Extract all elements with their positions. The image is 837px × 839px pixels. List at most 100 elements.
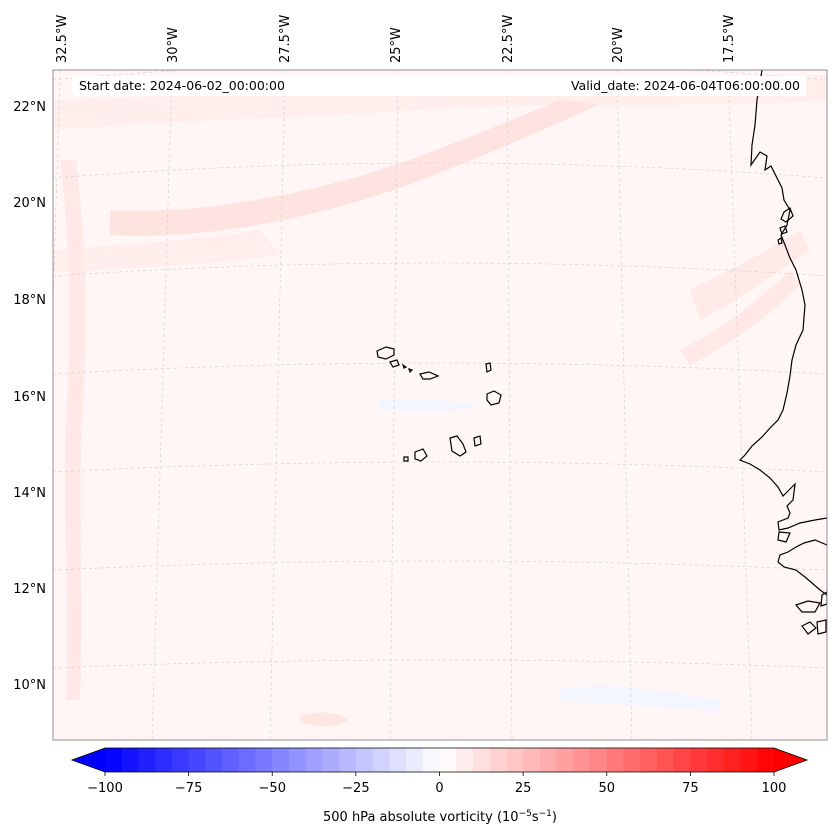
africa-coastline	[738, 70, 827, 635]
vorticity-blob	[380, 399, 480, 412]
colorbar-swatch	[222, 748, 240, 772]
vorticity-band	[110, 100, 600, 236]
colorbar-swatch	[372, 748, 390, 772]
island-maio	[473, 435, 482, 447]
colorbar-tick-label: −50	[259, 781, 286, 796]
colorbar-swatch	[138, 748, 156, 772]
colorbar-swatch	[523, 748, 541, 772]
colorbar-swatch	[406, 748, 424, 772]
longitude-labels: 32.5°W 30°W 27.5°W 25°W 22.5°W 20°W 17.5…	[55, 15, 737, 63]
vorticity-band	[680, 270, 800, 365]
start-date-label: Start date: 2024-06-02_00:00:00	[79, 78, 285, 93]
lon-label-20w: 20°W	[611, 27, 626, 63]
colorbar-swatch	[539, 748, 558, 772]
colorbar-ticks: −100 −75 −50 −25 0 25 50 75 100	[87, 772, 786, 796]
colorbar-swatch	[171, 748, 190, 772]
island-santiago	[449, 435, 467, 457]
colorbar-tick-label: 0	[435, 781, 443, 796]
colorbar-tick-label: −75	[175, 781, 202, 796]
lon-label-30w: 30°W	[166, 27, 181, 63]
island-brava	[403, 456, 409, 462]
colorbar-swatch	[573, 748, 591, 772]
coastline-bissagos	[794, 600, 821, 613]
map-frame	[52, 69, 828, 741]
colorbar-swatch	[155, 748, 173, 772]
lon-label-17-5w: 17.5°W	[722, 15, 737, 63]
colorbar-label: 500 hPa absolute vorticity (10−5s−1)	[323, 809, 557, 825]
colorbar-swatch	[121, 748, 140, 772]
colorbar-swatch	[707, 748, 725, 772]
coastline-mauritania-senegal	[738, 70, 827, 531]
map-panel: Start date: 2024-06-02_00:00:00 Valid_da…	[52, 69, 828, 741]
colorbar-swatch	[322, 748, 340, 772]
colorbar-swatch	[690, 748, 708, 772]
lat-label-12n: 12°N	[13, 582, 46, 597]
colorbar-swatch	[288, 748, 307, 772]
colorbar-tick-label: −25	[342, 781, 369, 796]
coastline-island	[779, 225, 788, 235]
lat-label-10n: 10°N	[13, 678, 46, 693]
colorbar-swatch	[355, 748, 374, 772]
island-boa-vista	[486, 390, 502, 406]
vorticity-band	[60, 160, 86, 700]
colorbar: −100 −75 −50 −25 0 25 50 75 100 500 hPa absolute…	[70, 747, 809, 825]
latitude-labels: 22°N 20°N 18°N 16°N 14°N 12°N 10°N	[13, 100, 46, 693]
colorbar-tick-label: 25	[515, 781, 532, 796]
lat-label-14n: 14°N	[13, 486, 46, 501]
colorbar-swatch	[640, 748, 658, 772]
lon-label-27-5w: 27.5°W	[278, 15, 293, 63]
colorbar-swatch	[506, 748, 524, 772]
lon-label-32-5w: 32.5°W	[55, 15, 70, 63]
colorbar-swatch	[389, 748, 407, 772]
colorbar-swatch	[489, 748, 508, 772]
vorticity-band	[690, 230, 810, 320]
island-santo-antao	[376, 346, 395, 360]
island-fogo	[414, 448, 428, 462]
colorbar-swatch	[305, 748, 324, 772]
colorbar-swatch	[590, 748, 608, 772]
colorbar-swatch	[740, 748, 758, 772]
colorbar-swatch	[105, 748, 123, 772]
gridlines	[53, 70, 827, 740]
coastline-bissagos	[801, 621, 817, 635]
colorbar-tick-label: 100	[762, 781, 787, 796]
coastline-bissagos	[777, 531, 791, 543]
colorbar-swatch	[272, 748, 290, 772]
colorbar-tick-label: 75	[682, 781, 699, 796]
colorbar-tick-label: 50	[598, 781, 615, 796]
colorbar-swatch	[422, 748, 441, 772]
lat-label-22n: 22°N	[13, 100, 46, 115]
valid-date-label: Valid_date: 2024-06-04T06:00:00.00	[571, 78, 800, 93]
colorbar-tick-label: −100	[87, 781, 123, 796]
coastline-island	[777, 237, 783, 245]
colorbar-swatches	[105, 748, 775, 772]
colorbar-swatch	[623, 748, 641, 772]
colorbar-swatch	[188, 748, 206, 772]
lon-label-25w: 25°W	[389, 27, 404, 63]
cape-verde-islands	[376, 346, 502, 462]
coastline-guinea-bissau	[777, 539, 827, 596]
lat-label-18n: 18°N	[13, 293, 46, 308]
colorbar-swatch	[439, 748, 457, 772]
island-sao-nicolau	[419, 371, 440, 380]
colorbar-swatch	[673, 748, 691, 772]
colorbar-swatch	[238, 748, 257, 772]
coastline-bissagos	[816, 619, 827, 635]
vorticity-blob	[560, 685, 720, 712]
colorbar-swatch	[556, 748, 574, 772]
lat-label-20n: 20°N	[13, 196, 46, 211]
island-sal	[485, 362, 492, 373]
colorbar-swatch	[205, 748, 223, 772]
colorbar-swatch	[757, 748, 775, 772]
colorbar-swatch	[456, 748, 474, 772]
colorbar-swatch	[472, 748, 491, 772]
island-sao-vicente	[389, 359, 400, 368]
coastline-guinea	[820, 591, 827, 607]
colorbar-swatch	[656, 748, 675, 772]
colorbar-swatch	[723, 748, 742, 772]
colorbar-extend-high-arrow	[774, 748, 807, 772]
lat-label-16n: 16°N	[13, 390, 46, 405]
coastline-island	[780, 207, 794, 223]
colorbar-extend-low-arrow	[72, 748, 105, 772]
